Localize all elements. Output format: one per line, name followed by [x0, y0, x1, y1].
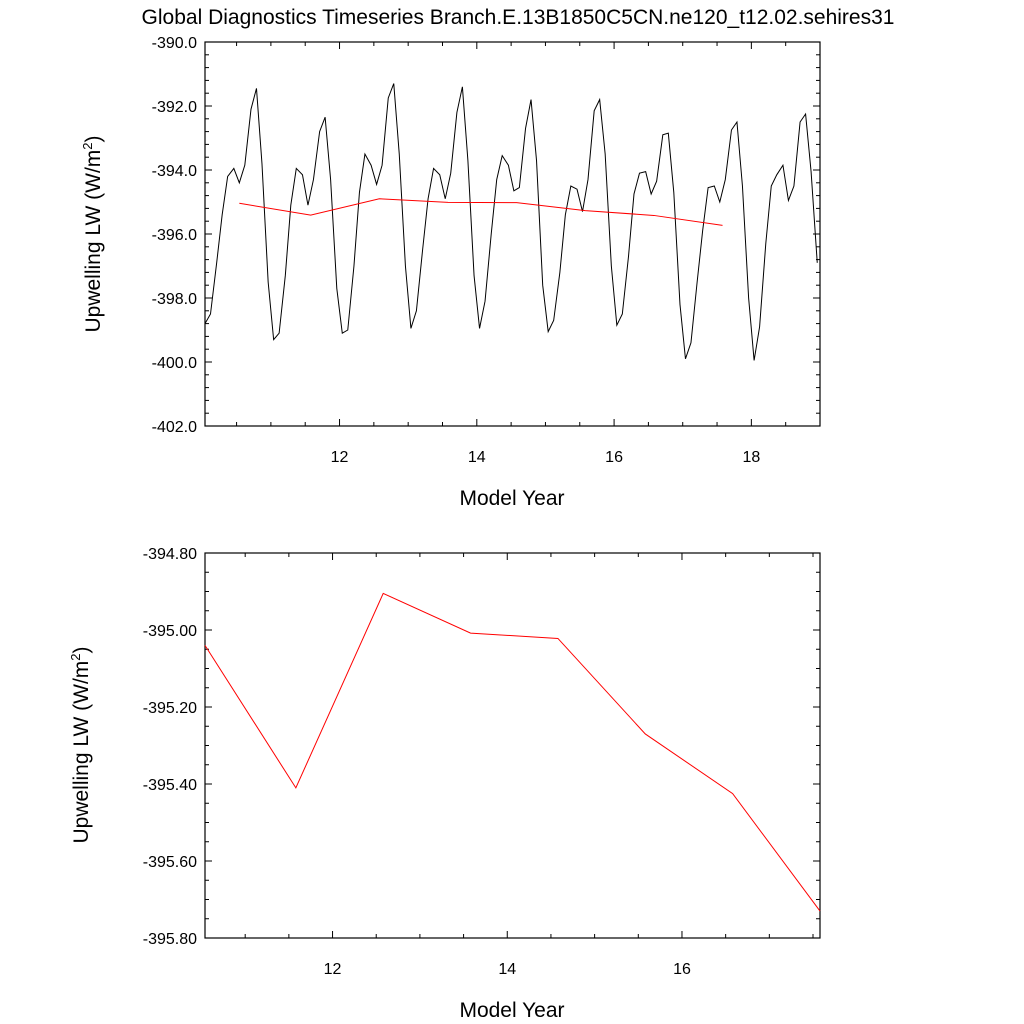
top-series-group	[204, 83, 818, 361]
bottom-plot-frame	[204, 552, 821, 939]
bottom-y-axis-title: Upwelling LW (W/m2)	[68, 646, 93, 843]
top-plot-frame	[204, 41, 821, 427]
top-x-tick-label: 14	[468, 449, 486, 466]
bottom-y-tick-label: -395.60	[143, 854, 197, 871]
chart-title: Global Diagnostics Timeseries Branch.E.1…	[142, 6, 895, 29]
top-annual-mean-line	[239, 198, 723, 226]
top-y-tick-label: -396.0	[152, 227, 197, 244]
top-y-tick-label: -390.0	[152, 35, 197, 52]
top-y-tick-label: -402.0	[152, 419, 197, 436]
bottom-x-axis-title: Model Year	[459, 999, 564, 1022]
bottom-y-tick-label: -395.80	[143, 931, 197, 948]
bottom-axis-ticks: -394.80 -395.00 -395.20 -395.40 -395.60 -395.…	[143, 546, 820, 978]
bottom-y-tick-label: -395.20	[143, 700, 197, 717]
bottom-annual-mean-line	[204, 592, 821, 912]
bottom-series-group	[204, 592, 821, 912]
top-y-tick-label: -394.0	[152, 163, 197, 180]
top-y-axis-title: Upwelling LW (W/m2)	[80, 135, 105, 332]
bottom-y-tick-label: -395.40	[143, 777, 197, 794]
top-monthly-line	[204, 83, 818, 361]
top-y-tick-label: -392.0	[152, 99, 197, 116]
top-x-tick-label: 16	[605, 449, 623, 466]
top-y-tick-label: -400.0	[152, 355, 197, 372]
top-x-tick-label: 12	[331, 449, 349, 466]
bottom-y-tick-label: -394.80	[143, 546, 197, 563]
bottom-y-tick-label: -395.00	[143, 623, 197, 640]
bottom-panel: -394.80 -395.00 -395.20 -395.40 -395.60 -395.…	[68, 546, 821, 1022]
top-axis-ticks: -390.0 -392.0 -394.0 -396.0 -398.0 -400.0 -402…	[152, 35, 821, 466]
top-panel: -390.0 -392.0 -394.0 -396.0 -398.0 -400.0 -402…	[80, 35, 821, 510]
top-x-axis-title: Model Year	[459, 487, 564, 510]
bottom-x-tick-label: 12	[324, 961, 342, 978]
bottom-x-tick-label: 14	[498, 961, 516, 978]
top-y-tick-label: -398.0	[152, 291, 197, 308]
top-x-tick-label: 18	[742, 449, 760, 466]
bottom-x-tick-label: 16	[673, 961, 691, 978]
